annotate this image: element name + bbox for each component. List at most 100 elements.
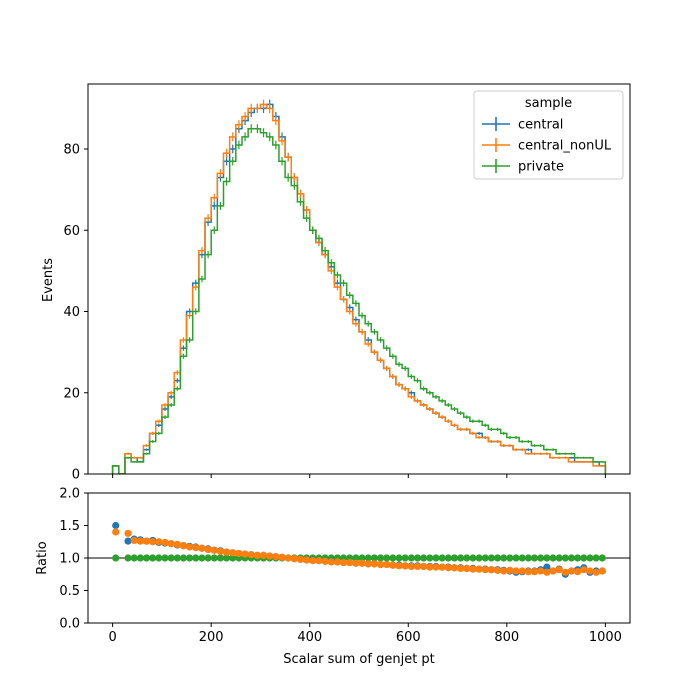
ratio-point-private	[567, 554, 576, 562]
main-y-tick-label: 0	[72, 468, 80, 483]
ratio-point-central_nonUL	[309, 557, 317, 565]
main-y-tick-label: 20	[63, 386, 80, 401]
ratio-point-private	[500, 554, 508, 562]
ratio-point-private	[364, 554, 372, 562]
ratio-point-private	[463, 554, 471, 562]
ratio-point-private	[161, 554, 169, 562]
ratio-point-central_nonUL	[506, 566, 514, 574]
ratio-point-central_nonUL	[500, 567, 508, 575]
ratio-point-central_nonUL	[475, 565, 483, 573]
main-y-axis-label: Events	[41, 258, 56, 302]
x-tick-label: 800	[494, 630, 519, 645]
ratio-point-central_nonUL	[469, 565, 477, 573]
ratio-point-central_nonUL	[130, 536, 138, 545]
ratio-point-central_nonUL	[303, 556, 311, 564]
x-tick-label: 0	[108, 630, 116, 645]
ratio-point-private	[537, 554, 545, 562]
ratio-point-central_nonUL	[438, 563, 446, 571]
ratio-point-central_nonUL	[407, 562, 415, 571]
ratio-point-central_nonUL	[444, 564, 452, 572]
ratio-point-central_nonUL	[327, 558, 335, 566]
ratio-point-private	[481, 554, 489, 562]
ratio-point-central_nonUL	[136, 537, 144, 545]
ratio-point-central_nonUL	[549, 567, 557, 575]
ratio-point-central	[124, 537, 132, 545]
ratio-point-private	[229, 554, 237, 562]
ratio-point-central_nonUL	[537, 567, 545, 575]
ratio-point-central_nonUL	[493, 566, 502, 574]
ratio-point-central_nonUL	[229, 549, 237, 557]
ratio-point-central_nonUL	[450, 564, 459, 572]
ratio-point-central_nonUL	[358, 559, 366, 567]
series-step-private	[111, 127, 607, 474]
ratio-point-central_nonUL	[432, 563, 440, 571]
ratio-point-private	[555, 554, 563, 562]
ratio-point-private	[426, 554, 434, 562]
ratio-point-central_nonUL	[198, 544, 206, 552]
legend-label-central: central	[518, 118, 563, 133]
ratio-point-central_nonUL	[186, 543, 194, 551]
ratio-point-private	[549, 554, 557, 562]
ratio-point-private	[383, 554, 391, 562]
legend-title: sample	[525, 96, 572, 111]
ratio-point-private	[574, 554, 582, 562]
x-axis-label: Scalar sum of genjet pt	[283, 652, 435, 667]
ratio-point-central_nonUL	[296, 555, 305, 563]
ratio-point-private	[204, 554, 212, 562]
x-tick-label: 600	[396, 630, 421, 645]
ratio-point-private	[487, 554, 496, 562]
ratio-point-central_nonUL	[204, 545, 212, 554]
ratio-point-private	[142, 554, 151, 562]
legend-label-central_nonUL: central_nonUL	[518, 139, 612, 154]
main-y-tick-label: 40	[63, 305, 80, 320]
ratio-point-central_nonUL	[524, 568, 532, 576]
ratio-point-private	[586, 554, 594, 562]
ratio-point-central_nonUL	[210, 546, 218, 554]
ratio-point-central_nonUL	[278, 553, 286, 561]
x-tick-label: 400	[297, 630, 322, 645]
ratio-point-central_nonUL	[352, 559, 360, 567]
ratio-point-private	[561, 554, 569, 562]
ratio-point-private	[173, 554, 181, 562]
ratio-point-private	[216, 554, 225, 562]
ratio-point-central_nonUL	[284, 554, 292, 562]
ratio-y-axis-label: Ratio	[35, 541, 50, 574]
ratio-point-private	[352, 554, 360, 562]
ratio-point-central_nonUL	[253, 551, 261, 560]
ratio-point-central_nonUL	[383, 560, 391, 569]
ratio-point-central_nonUL	[376, 560, 385, 569]
ratio-point-central_nonUL	[370, 560, 378, 568]
legend-box	[473, 90, 624, 180]
ratio-point-central_nonUL	[395, 562, 403, 570]
x-tick-label: 200	[199, 630, 224, 645]
ratio-point-central_nonUL	[149, 538, 157, 546]
ratio-point-private	[179, 554, 188, 562]
ratio-point-private	[155, 554, 163, 562]
ratio-point-central_nonUL	[420, 562, 428, 571]
ratio-point-central_nonUL	[315, 557, 323, 565]
ratio-point-private	[438, 554, 446, 562]
ratio-point-private	[530, 554, 539, 562]
ratio-point-central_nonUL	[155, 538, 163, 546]
ratio-point-central_nonUL	[161, 538, 169, 547]
ratio-point-central_nonUL	[580, 566, 588, 574]
ratio-point-private	[493, 554, 502, 562]
ratio-point-central_nonUL	[530, 568, 539, 576]
ratio-point-private	[389, 554, 397, 562]
ratio-point-private	[210, 554, 218, 562]
ratio-point-central_nonUL	[259, 551, 268, 560]
ratio-point-private	[186, 554, 194, 562]
main-y-tick-label: 60	[63, 224, 80, 239]
ratio-point-central_nonUL	[272, 553, 280, 561]
series-step-central_nonUL	[111, 103, 607, 474]
ratio-point-central_nonUL	[167, 540, 175, 548]
ratio-point-private	[401, 554, 409, 562]
ratio-point-private	[444, 554, 452, 562]
ratio-y-tick-label: 0.0	[59, 617, 80, 632]
ratio-point-central_nonUL	[222, 548, 231, 556]
ratio-point-central_nonUL	[567, 567, 576, 575]
ratio-point-private	[592, 554, 600, 562]
ratio-point-private	[512, 554, 520, 562]
